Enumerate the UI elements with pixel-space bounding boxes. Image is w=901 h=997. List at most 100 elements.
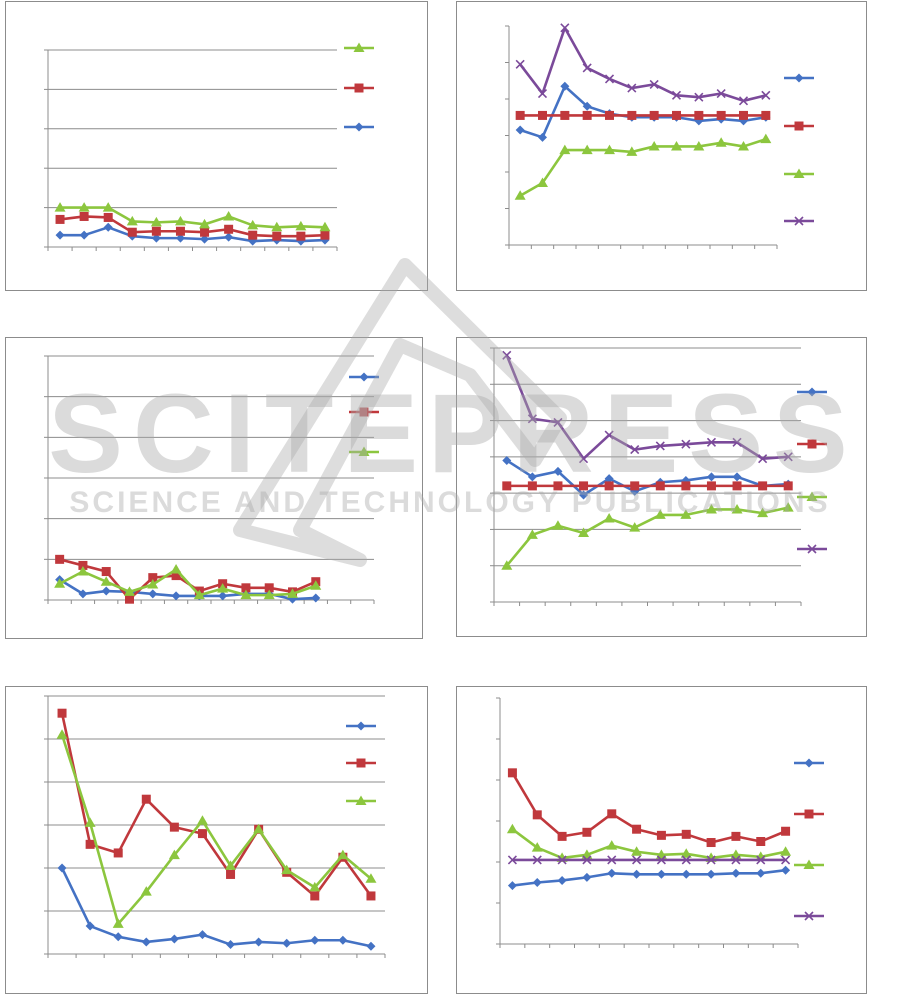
chart-4-series-red-point: [681, 481, 691, 491]
chart-4-series-purple-point: [655, 441, 665, 451]
chart-3-series-green-line: [59, 568, 317, 597]
chart-1-series-blue-point: [103, 222, 113, 232]
chart-2-series-green-point: [514, 190, 526, 200]
chart-6-series-purple-point: [532, 855, 542, 865]
chart-2-series-purple-point: [761, 90, 771, 100]
chart-1-series-green-point: [319, 221, 331, 232]
chart-6-series-purple-point-stroke-b: [731, 855, 741, 865]
chart-5-series-green-point: [56, 729, 68, 739]
chart-6-series-green-point: [531, 842, 543, 852]
chart-6-series-blue-point: [582, 872, 592, 882]
chart-6-legend-blue-marker: [804, 758, 814, 768]
chart-6-series-blue-point: [756, 868, 766, 878]
chart-1-series-red-point: [55, 214, 65, 224]
chart-5-legend-green-marker: [355, 795, 367, 805]
chart-4-series-green-point: [731, 503, 743, 514]
chart-6-series-red-point: [557, 831, 567, 841]
chart-4-series-red-point: [553, 481, 563, 491]
chart-3-legend-red-marker: [359, 407, 369, 417]
chart-2-series-green-line: [519, 137, 767, 197]
chart-6-series-green-point: [506, 823, 518, 834]
chart-4-series-purple-point-stroke-b: [655, 441, 665, 451]
chart-2-series-green-point: [537, 177, 548, 187]
chart-4-series-purple-point: [783, 452, 793, 462]
chart-4-series-red-point: [783, 481, 793, 491]
chart-5-svg: [44, 695, 386, 958]
chart-3-series-blue-point: [311, 593, 321, 603]
chart-4-series-red-point: [732, 481, 742, 491]
chart-2-series-red-point: [515, 110, 525, 120]
chart-5-series-blue-line: [60, 867, 372, 948]
chart-1-series-blue-line: [60, 226, 326, 243]
chart-4-series-purple-point-stroke-b: [706, 437, 717, 447]
chart-3-legend-green-marker: [358, 446, 370, 456]
chart-4-series-blue-point: [527, 472, 537, 482]
chart-6-series-purple-point: [731, 855, 741, 865]
chart-1-legend-green-marker: [353, 42, 365, 52]
chart-5-series-red-point: [197, 829, 207, 839]
chart-3-series-green-point: [263, 589, 275, 600]
chart-4-series-purple-point: [553, 417, 563, 427]
chart-4-series-purple-point: [758, 454, 768, 464]
chart-6-series-red-point: [731, 831, 741, 841]
chart-3-svg: [44, 355, 379, 604]
chart-panel-5: [5, 686, 428, 994]
chart-4-series-purple-point-stroke-b: [732, 437, 742, 447]
chart-6-series-blue-point: [607, 868, 617, 878]
chart-5-series-green-point: [309, 881, 321, 892]
chart-2-series-green-point: [559, 144, 571, 155]
chart-6-series-blue-point: [681, 869, 691, 879]
chart-3-series-blue-point: [218, 591, 228, 601]
chart-4-series-green-point: [629, 522, 641, 532]
chart-4-series-red-point: [502, 481, 512, 491]
chart-2-series-green-point: [693, 140, 705, 151]
chart-6-series-red-point: [656, 830, 666, 840]
chart-5-series-red-point: [310, 891, 320, 901]
chart-2-series-green-point: [738, 140, 749, 151]
chart-6-series-purple-point: [557, 855, 567, 865]
chart-2-series-purple-point: [582, 63, 592, 73]
chart-2-series-green-point: [671, 140, 682, 151]
chart-1-series-blue-point: [151, 233, 161, 243]
chart-2-series-blue-point: [560, 81, 570, 91]
chart-3-series-blue-point: [78, 589, 88, 599]
chart-5-series-red-line: [60, 712, 373, 898]
chart-4-series-purple-point: [732, 437, 742, 447]
chart-5-series-red-point: [141, 794, 151, 804]
chart-6-series-red-point: [781, 826, 791, 836]
chart-4-series-green-point: [782, 502, 794, 512]
chart-6-series-purple-point-stroke-b: [656, 855, 666, 865]
chart-2-series-blue-point: [582, 101, 592, 111]
chart-1-series-green-point: [54, 202, 66, 212]
chart-2-series-purple-point: [627, 83, 637, 93]
chart-4-series-purple-point: [578, 454, 589, 464]
chart-1-series-red-point: [248, 230, 258, 240]
chart-1-series-blue-point: [200, 234, 210, 244]
chart-6-series-purple-point: [781, 855, 791, 865]
chart-2-series-red-point: [716, 110, 726, 120]
chart-6-series-blue-point: [532, 878, 542, 887]
chart-6-series-purple-point: [607, 855, 617, 865]
chart-1-series-green-point: [126, 215, 138, 226]
chart-4-legend-purple-marker-stroke-b: [807, 544, 817, 554]
chart-4-series-red-point: [630, 481, 640, 491]
chart-2-series-purple-point-stroke-b: [716, 88, 726, 99]
chart-5-series-red-point: [85, 839, 95, 849]
chart-2-legend-green-marker: [793, 168, 805, 178]
chart-4-series-green-point: [654, 509, 666, 519]
chart-6-svg: [496, 697, 824, 948]
chart-4-legend-purple-marker: [807, 544, 817, 554]
chart-5-series-green-point: [253, 823, 265, 834]
chart-1-series-red-point: [296, 231, 306, 241]
chart-2-series-green-point: [648, 140, 660, 151]
chart-3-series-red-point: [125, 594, 134, 604]
chart-4-svg: [490, 347, 827, 606]
chart-6-series-purple-point: [656, 855, 666, 865]
chart-6-series-blue-point: [731, 868, 741, 878]
chart-3-series-green-point: [124, 586, 135, 596]
chart-1-series-red-point: [103, 212, 113, 222]
chart-2-series-purple-point: [738, 96, 749, 106]
chart-6-series-blue-point: [557, 875, 567, 885]
chart-6-series-red-point: [532, 810, 542, 820]
chart-4-series-purple-point: [502, 350, 512, 360]
